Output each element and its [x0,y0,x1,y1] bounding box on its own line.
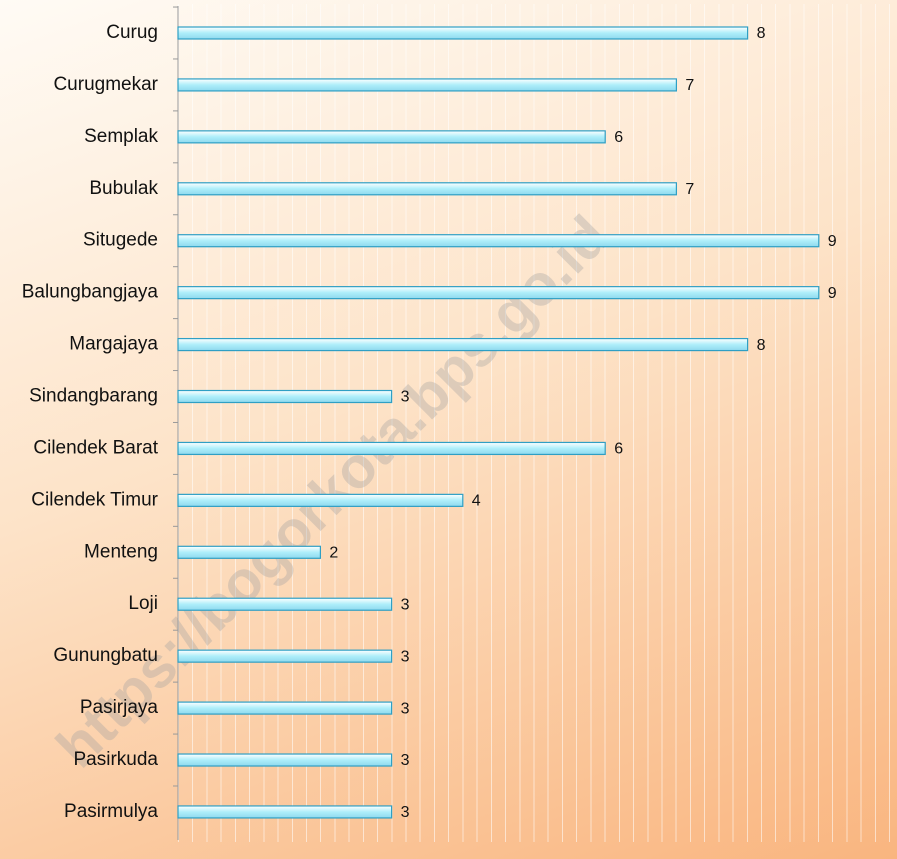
data-label: 6 [614,441,623,458]
y-tick-label: Situgede [83,230,158,251]
data-label: 3 [401,596,410,613]
bar [177,597,393,611]
bar [177,441,606,456]
y-tick-label: Cilendek Barat [33,437,158,458]
bar [177,649,393,663]
bar [177,701,393,715]
bar [177,26,749,40]
bar [177,493,464,507]
data-label: 8 [757,25,766,42]
y-tick-label: Pasirjaya [80,697,159,718]
y-tick-label: Pasirmulya [64,801,158,822]
bar [177,753,393,767]
y-tick-label: Cilendek Timur [31,489,158,510]
data-label: 8 [757,337,766,354]
data-label: 3 [401,700,410,717]
data-label: 3 [401,389,410,406]
data-label: 4 [472,493,481,510]
y-tick-label: Sindangbarang [29,386,158,407]
y-tick-label: Semplak [84,126,158,147]
bar [177,286,820,300]
bar [177,337,749,352]
y-tick-label: Gunungbatu [53,645,158,666]
y-tick-label: Loji [128,593,158,614]
y-tick-label: Margajaya [69,334,158,355]
data-label: 7 [685,181,694,198]
bar [177,234,820,248]
y-tick-label: Pasirkuda [74,749,159,770]
data-label: 3 [401,752,410,769]
y-tick-label: Menteng [84,541,158,562]
data-label: 3 [401,804,410,821]
data-label: 3 [401,648,410,665]
data-label: 9 [828,233,837,250]
data-label: 7 [685,77,694,94]
data-label: 6 [614,129,623,146]
data-label: 2 [329,545,338,562]
y-tick-label: Curug [106,22,158,43]
bar [177,130,606,144]
bar [177,78,677,92]
data-label: 9 [828,285,837,302]
bar [177,182,677,196]
bar [177,805,393,819]
bar [177,389,393,404]
y-tick-label: Bubulak [89,178,158,199]
y-tick-label: Curugmekar [53,74,158,95]
y-tick-label: Balungbangjaya [22,282,159,303]
bar [177,545,321,559]
